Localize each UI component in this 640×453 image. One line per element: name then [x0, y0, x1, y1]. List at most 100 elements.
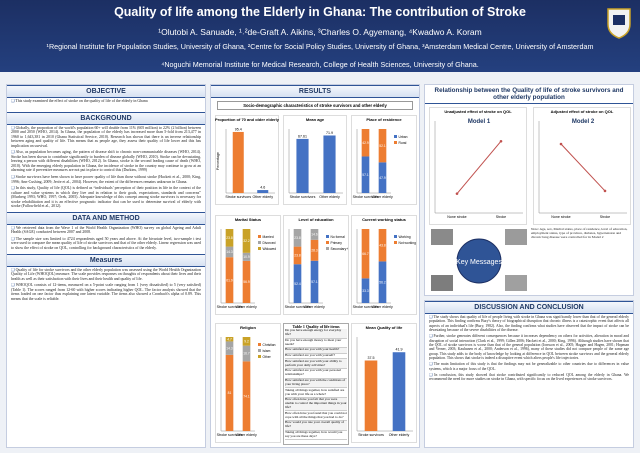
value-label: 9.2: [244, 340, 249, 344]
value-label: 57.1: [311, 280, 318, 284]
value-label: 57.1: [362, 173, 369, 177]
value-label: 52.1: [379, 144, 386, 148]
bar-segment: [225, 229, 234, 247]
bar: [392, 352, 406, 431]
table-items: Do you have enough energy for everyday l…: [285, 328, 347, 441]
chart: Current working status Stroke survivorsOt…: [351, 215, 417, 315]
chart-frame: [351, 323, 417, 443]
value-label: 42.9: [362, 141, 369, 145]
paragraph: The main limitation of this study is tha…: [429, 362, 629, 371]
bar-segment: [242, 345, 251, 362]
bar: [296, 138, 309, 193]
legend-label: Christian: [263, 343, 276, 347]
legend-label: Divorced: [263, 241, 276, 245]
section-heading: BACKGROUND: [7, 111, 205, 125]
table-item: Do you have enough money to meet your ne…: [285, 338, 347, 349]
legend-swatch: [326, 241, 329, 244]
value-label: 14.3: [226, 346, 233, 350]
x-tick-label: Stroke survivors: [217, 433, 243, 437]
bar-segment: [361, 156, 370, 193]
qol-table: Table 1 Quality of life items Do you hav…: [283, 323, 349, 445]
x-tick-label: Stroke survivors: [353, 195, 379, 199]
table-item: How satisfied are you with your ability …: [285, 359, 347, 370]
value-label: 56.2: [379, 280, 386, 284]
bar-segment: [225, 337, 234, 342]
chart: Proportion of 70 and older elderly Percen…: [215, 115, 280, 205]
chart-frame: [283, 115, 347, 205]
value-label: 56.9: [243, 280, 250, 284]
bar-segment: [361, 129, 370, 157]
legend-swatch: [258, 241, 261, 244]
bar-segment: [378, 129, 387, 163]
chart: Mean age Stroke survivors Other elderly 67.…: [283, 115, 347, 205]
value-label: 32.2: [243, 239, 250, 243]
table-item: How satisfied are you with your personal…: [285, 369, 347, 379]
point: [603, 189, 607, 193]
value-label: 81: [228, 391, 232, 395]
bar-segment: [378, 261, 387, 303]
legend-swatch: [258, 343, 261, 346]
legend-swatch: [258, 235, 261, 238]
chart-title: Marital Status: [235, 217, 262, 222]
value-label: 23.8: [294, 236, 301, 240]
line: [560, 143, 606, 192]
chart-title: Proportion of 70 and older elderly: [215, 117, 279, 122]
objective-text: This study examined the effect of stroke…: [7, 98, 205, 107]
x-tick-label: Stroke survivors: [285, 305, 311, 309]
legend-label: Not working: [399, 241, 417, 245]
table-item: Taking all things together, how would yo…: [285, 430, 347, 441]
paragraph: Stroke survivors have been shown to have…: [11, 175, 201, 184]
legend-label: Primary: [331, 241, 343, 245]
value-label: 66.7: [362, 252, 369, 256]
value-label: 71.9: [326, 131, 333, 135]
legend-swatch: [394, 241, 397, 244]
table-item: Do you have enough energy for everyday l…: [285, 328, 347, 339]
point: [499, 139, 503, 143]
paragraph: The sample size was limited to 4724 resp…: [11, 237, 201, 251]
value-label: 95.4: [235, 127, 242, 131]
value-label: 28.3: [311, 248, 318, 252]
chart-title: Unadjusted effect of stroke on QOL: [444, 109, 512, 114]
y-axis-label: Percentage: [216, 152, 220, 170]
method-text: We retrieved data from the Wave 1 of the…: [7, 225, 205, 254]
bar-segment: [293, 264, 302, 303]
table-item: How satisfied are you with your health?: [285, 348, 347, 354]
key-messages-graphic: Key Messages: [431, 229, 527, 291]
paragraph: Globally, the proportion of the world's …: [11, 126, 201, 149]
measures-text: Quality of life for stroke survivors and…: [7, 267, 205, 305]
x-tick-label: Stroke survivors: [217, 305, 243, 309]
x-tick-label: None stroke: [447, 215, 466, 219]
x-tick-label: None stroke: [551, 215, 570, 219]
paragraph: In this study, Quality of life (QOL) is …: [11, 186, 201, 209]
chart-title: Current working status: [362, 217, 407, 222]
model-label: Model 2: [572, 119, 595, 125]
x-tick-label: Stroke survivors: [290, 195, 316, 199]
model-label: Model 1: [468, 119, 491, 125]
value-label: 23.8: [226, 236, 233, 240]
paragraph: We retrieved data from the Wave 1 of the…: [11, 226, 201, 235]
x-tick-label: Stroke: [496, 215, 506, 219]
x-tick-label: Other elderly: [372, 195, 393, 199]
x-tick-label: Other elderly: [252, 195, 273, 199]
legend-swatch: [258, 355, 261, 358]
table-item: How satisfied are you with yourself?: [285, 353, 347, 360]
x-tick-label: Other elderly: [304, 305, 325, 309]
legend-swatch: [394, 141, 397, 144]
chart-title: Mean Quality of life: [366, 325, 403, 330]
chart-title: Religion: [240, 325, 256, 330]
section-heading: DISCUSSION AND CONCLUSION: [425, 301, 633, 314]
value-label: 61.9: [226, 278, 233, 282]
chart-title: Level of education: [298, 217, 334, 222]
x-tick-label: Stroke: [600, 215, 610, 219]
value-label: 74.1: [243, 394, 250, 398]
chart: Unadjusted effect of stroke on QOL None s…: [429, 107, 527, 225]
legend-label: Widowed: [263, 247, 277, 251]
x-tick-label: Other elderly: [319, 195, 340, 199]
value-label: 4.7: [227, 337, 232, 341]
affiliation: ⁴Noguchi Memorial Institute for Medical …: [161, 60, 479, 69]
bar: [364, 360, 378, 431]
legend-swatch: [326, 235, 329, 238]
legend-label: Rural: [399, 141, 407, 145]
bar-segment: [378, 229, 387, 262]
